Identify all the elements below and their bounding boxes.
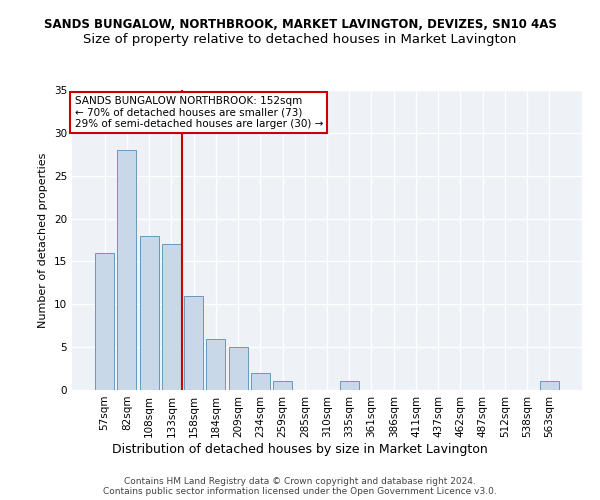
Bar	[540, 382, 559, 390]
Bar	[95, 253, 114, 390]
Bar	[229, 347, 248, 390]
Text: Distribution of detached houses by size in Market Lavington: Distribution of detached houses by size …	[112, 442, 488, 456]
Bar	[184, 296, 203, 390]
Text: Contains public sector information licensed under the Open Government Licence v3: Contains public sector information licen…	[103, 488, 497, 496]
Text: SANDS BUNGALOW, NORTHBROOK, MARKET LAVINGTON, DEVIZES, SN10 4AS: SANDS BUNGALOW, NORTHBROOK, MARKET LAVIN…	[44, 18, 556, 30]
Bar	[251, 373, 270, 390]
Bar	[340, 382, 359, 390]
Bar	[140, 236, 158, 390]
Bar	[162, 244, 181, 390]
Text: Size of property relative to detached houses in Market Lavington: Size of property relative to detached ho…	[83, 32, 517, 46]
Bar	[206, 338, 225, 390]
Text: Contains HM Land Registry data © Crown copyright and database right 2024.: Contains HM Land Registry data © Crown c…	[124, 478, 476, 486]
Bar	[118, 150, 136, 390]
Text: SANDS BUNGALOW NORTHBROOK: 152sqm
← 70% of detached houses are smaller (73)
29% : SANDS BUNGALOW NORTHBROOK: 152sqm ← 70% …	[74, 96, 323, 129]
Y-axis label: Number of detached properties: Number of detached properties	[38, 152, 49, 328]
Bar	[273, 382, 292, 390]
